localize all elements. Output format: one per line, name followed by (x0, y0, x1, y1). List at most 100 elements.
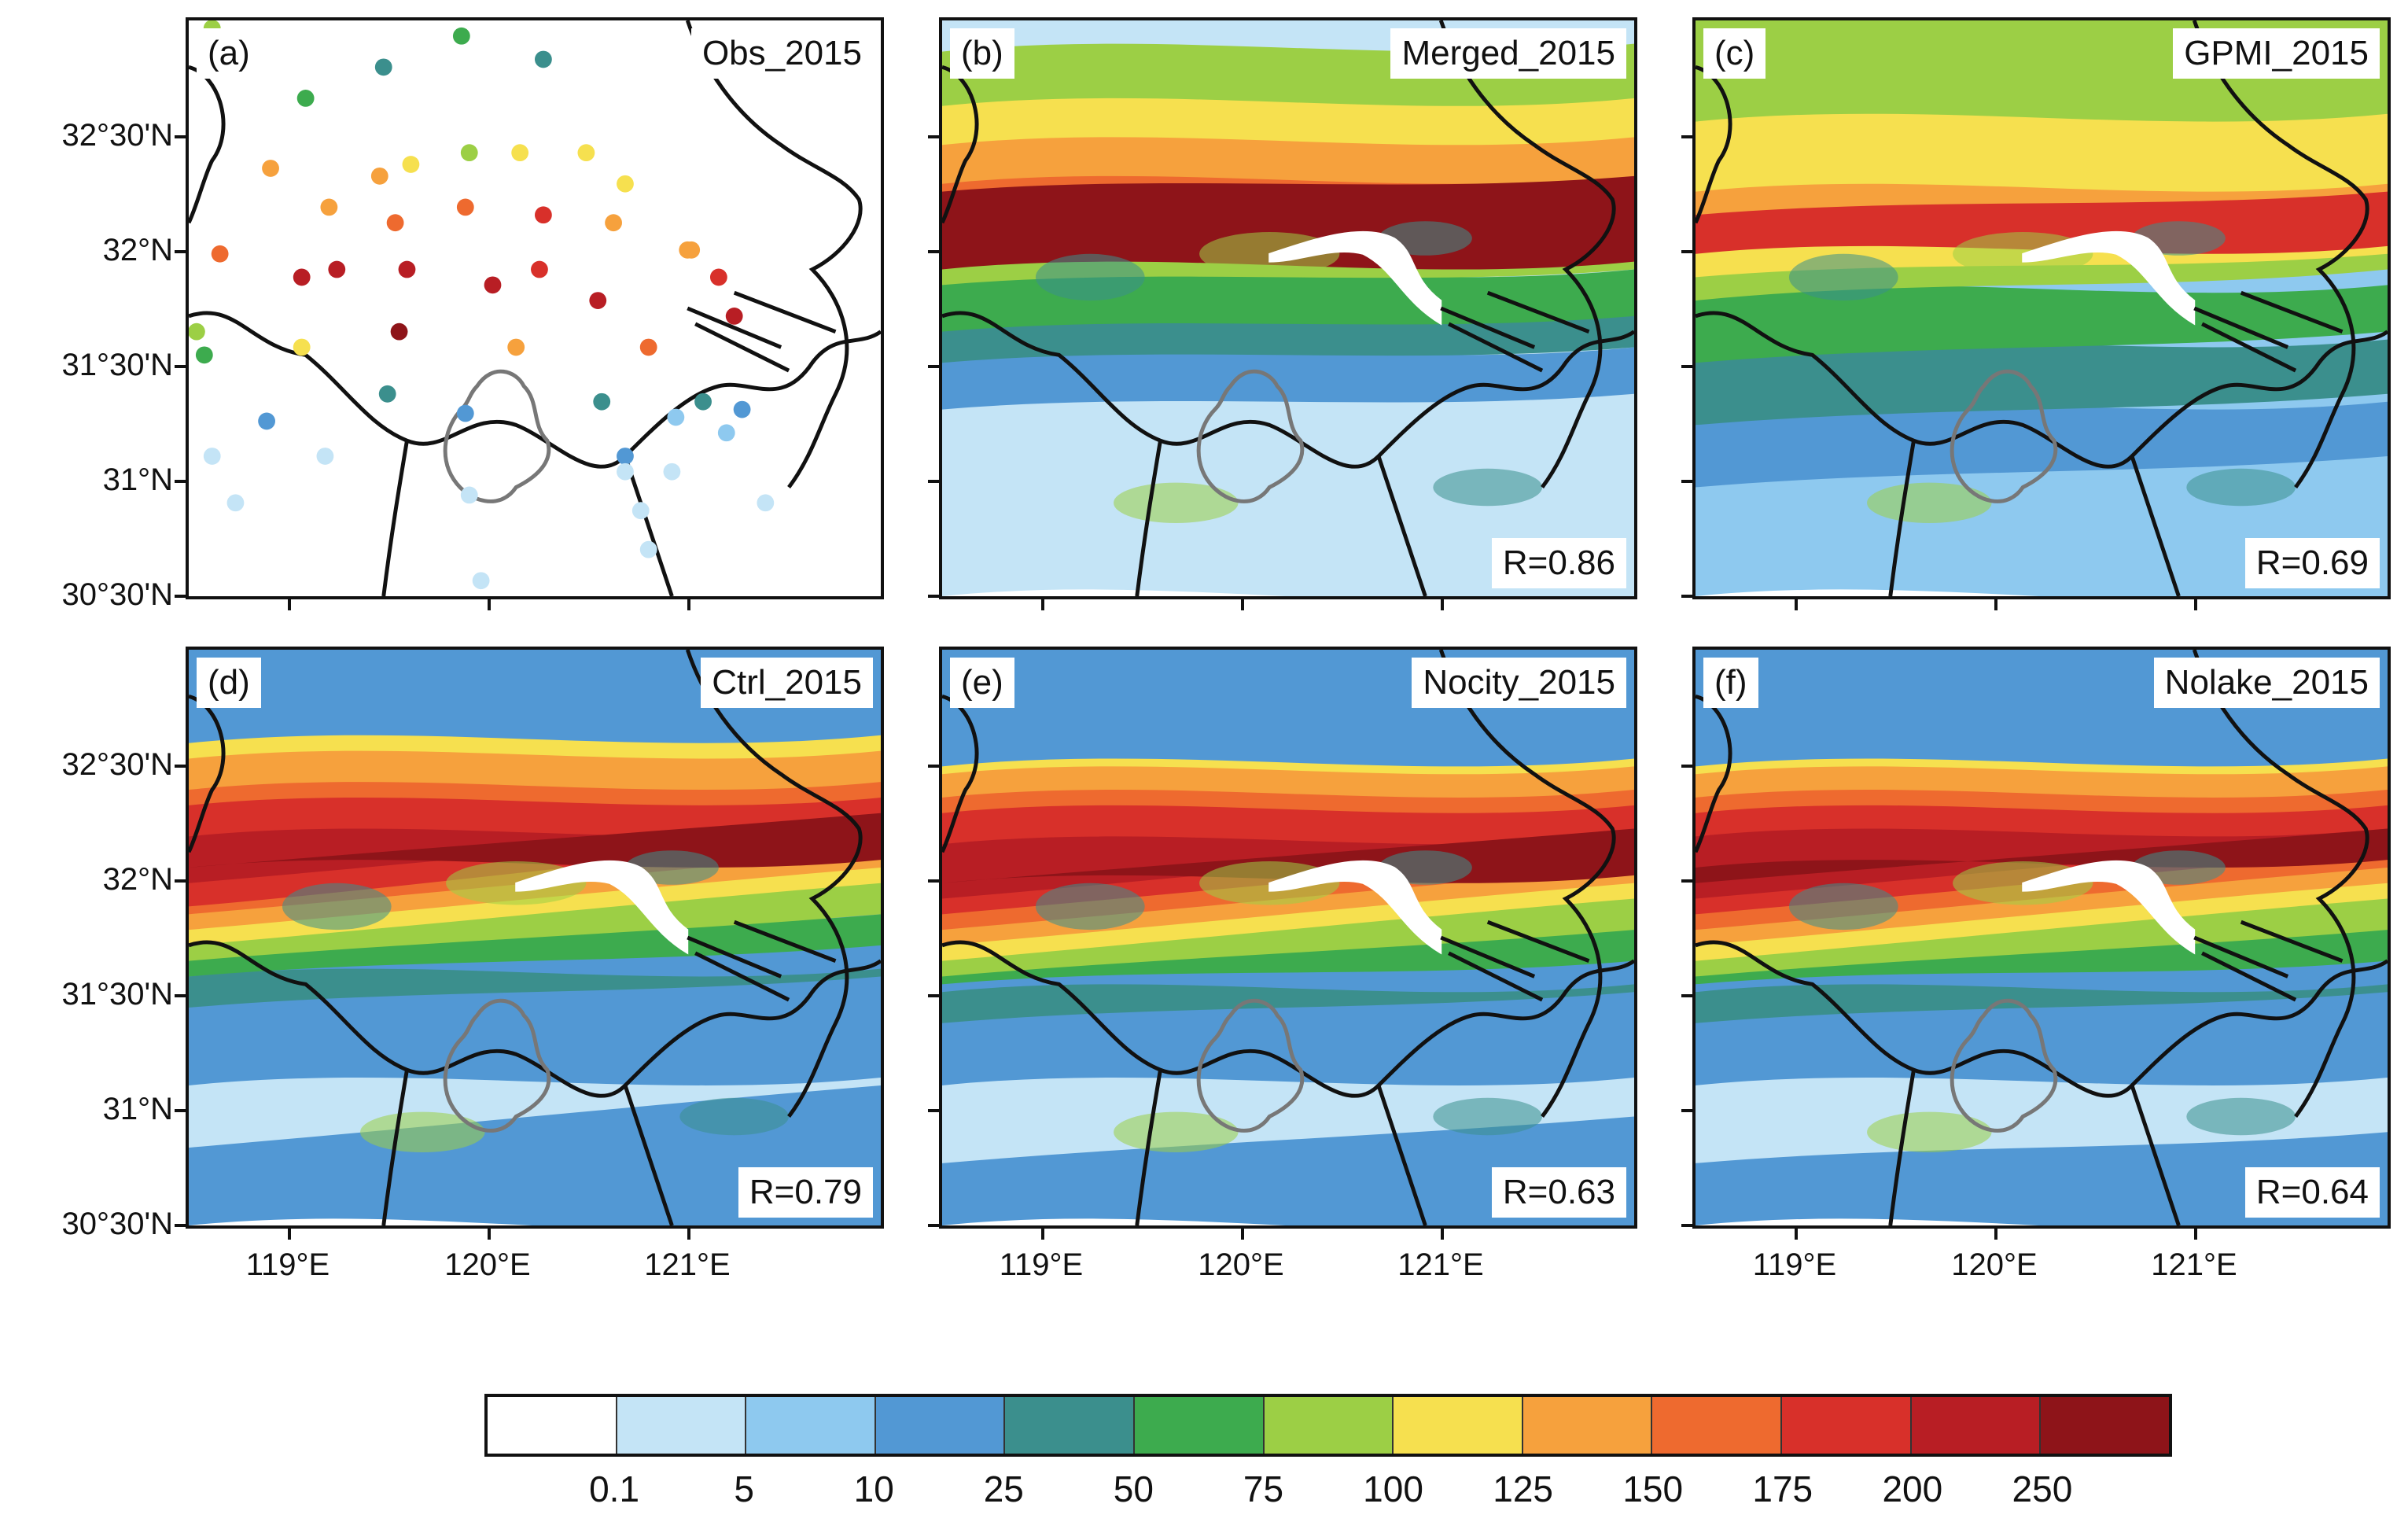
colorbar-label: 0.1 (589, 1469, 640, 1509)
lat-tick-mark (1681, 480, 1692, 483)
taihu-lake-outline (443, 369, 551, 503)
precip-patch (1433, 1097, 1543, 1136)
yangtze-river (515, 860, 689, 955)
lon-tick-mark (1795, 599, 1798, 610)
station-dot (293, 338, 311, 356)
precip-band (1696, 984, 2388, 1023)
station-dot (589, 292, 607, 309)
lat-tick-mark (175, 595, 186, 598)
station-dot (460, 144, 478, 162)
estuary-shoreline (2193, 290, 2344, 373)
station-dot (320, 198, 338, 216)
colorbar-swatch (746, 1397, 876, 1454)
colorbar-swatch (875, 1397, 1006, 1454)
lat-tick-mark (928, 1109, 939, 1112)
taihu-lake-outline (1196, 998, 1305, 1133)
map-field (1696, 650, 2388, 1225)
colorbar-label: 250 (2012, 1469, 2073, 1509)
province-boundary (189, 311, 881, 469)
station-dot (667, 408, 685, 426)
lat-tick-mark (928, 595, 939, 598)
lon-tick-mark (2194, 599, 2197, 610)
colorbar-label: 125 (1493, 1469, 1553, 1509)
precip-patch (1788, 883, 1898, 931)
precip-band (942, 347, 1634, 410)
lat-tick-mark (175, 879, 186, 883)
station-dot (452, 27, 470, 45)
station-dot (211, 245, 229, 263)
precip-patch (282, 883, 392, 931)
colorbar-swatch (2041, 1397, 2169, 1454)
province-boundary (1696, 311, 2388, 469)
west-boundary (1696, 694, 1732, 853)
lon-tick-mark (288, 599, 291, 610)
station-dot (378, 385, 396, 403)
colorbar-label: 175 (1752, 1469, 1813, 1509)
station-dot (617, 175, 634, 193)
west-boundary (189, 694, 226, 853)
lat-tick-mark (928, 480, 939, 483)
city-boundary (1888, 440, 2181, 596)
lon-tick-mark (1795, 1229, 1798, 1240)
station-dot (370, 167, 388, 185)
precip-patch (1433, 468, 1543, 507)
lon-tick-mark (288, 1229, 291, 1240)
panel-title: Ctrl_2015 (701, 658, 873, 708)
precip-band (1696, 1078, 2388, 1163)
correlation-label: R=0.64 (2244, 1167, 2380, 1218)
lon-tick-label: 119°E (999, 1247, 1084, 1282)
colorbar-swatch (1005, 1397, 1136, 1454)
station-dot (460, 486, 478, 504)
lat-tick-label: 32°N (102, 862, 173, 897)
coastline (1438, 650, 1616, 1118)
yangtze-river (2022, 860, 2196, 955)
city-boundary (381, 1069, 674, 1225)
colorbar-swatch (1135, 1397, 1265, 1454)
precip-band (942, 836, 1634, 899)
station-dot (472, 572, 490, 590)
lat-tick-mark (175, 135, 186, 138)
province-boundary (942, 311, 1634, 469)
lat-tick-mark (1681, 879, 1692, 883)
lat-tick-mark (175, 994, 186, 997)
lat-tick-mark (175, 365, 186, 368)
correlation-label: R=0.79 (738, 1167, 873, 1218)
lat-tick-mark (1681, 765, 1692, 768)
station-dot (617, 448, 634, 465)
colorbar-label: 5 (734, 1469, 754, 1509)
lat-tick-label: 32°30'N (61, 747, 173, 782)
colorbar-label: 10 (853, 1469, 894, 1509)
station-dot (189, 322, 205, 341)
lat-tick-label: 32°N (102, 233, 173, 267)
taihu-lake-outline (1196, 369, 1305, 503)
precip-patch (360, 1111, 485, 1153)
map-panel-merged: (b) Merged_2015 R=0.86 (939, 17, 1637, 599)
lat-tick-mark (175, 250, 186, 253)
precip-patch (1035, 253, 1145, 301)
station-dot (631, 502, 650, 520)
station-dot (531, 260, 548, 278)
lon-tick-mark (1441, 599, 1444, 610)
station-dot (717, 424, 735, 442)
precip-patch (2186, 1097, 2296, 1136)
map-field (189, 650, 881, 1225)
colorbar-swatch (617, 1397, 747, 1454)
coastline (2192, 20, 2369, 488)
station-dot (258, 412, 275, 430)
lat-tick-mark (1681, 1224, 1692, 1227)
colorbar-swatch (488, 1397, 617, 1454)
lat-tick-mark (928, 1224, 939, 1227)
panel-tag: (b) (950, 28, 1014, 79)
colorbar (484, 1394, 2172, 1457)
city-boundary (1888, 1069, 2181, 1225)
station-dot (639, 540, 657, 558)
colorbar-label: 100 (1363, 1469, 1423, 1509)
colorbar-swatch (1782, 1397, 1912, 1454)
colorbar-label: 25 (983, 1469, 1024, 1509)
lon-tick-label: 119°E (1752, 1247, 1837, 1282)
lon-tick-mark (1241, 1229, 1244, 1240)
station-dot (683, 241, 701, 259)
correlation-label: R=0.69 (2244, 538, 2380, 588)
estuary-shoreline (2193, 919, 2344, 1002)
estuary-shoreline (687, 919, 837, 1002)
